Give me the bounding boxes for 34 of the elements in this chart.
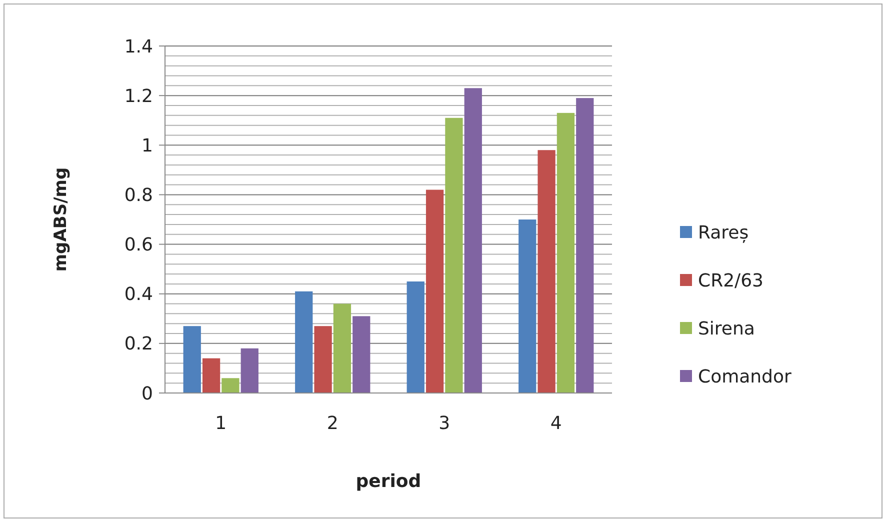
bar	[333, 304, 352, 393]
y-tick-label: 0.4	[124, 284, 153, 306]
bar	[240, 348, 258, 393]
bar	[183, 326, 201, 393]
y-tick-label: 0.2	[124, 334, 153, 355]
bar	[445, 118, 463, 393]
legend-label: Sirena	[698, 318, 755, 340]
legend-label: Comandor	[698, 366, 792, 388]
legend-label: CR2/63	[698, 270, 764, 292]
x-tick-label: 4	[550, 413, 562, 434]
bar	[222, 378, 240, 393]
y-tick-label: 1.4	[124, 36, 153, 58]
bar	[426, 190, 444, 393]
bar	[538, 150, 556, 393]
bar	[576, 98, 594, 393]
y-tick-label: 0	[142, 383, 153, 404]
y-tick-label: 1	[142, 135, 153, 156]
y-axis-title: mgABS/mg	[51, 167, 71, 272]
y-tick-label: 0.6	[124, 234, 153, 256]
bar	[518, 220, 536, 393]
y-tick-label: 0.8	[124, 185, 153, 206]
bar	[406, 281, 424, 393]
bar	[314, 326, 332, 393]
x-axis-title: period	[356, 471, 422, 492]
x-tick-label: 3	[438, 413, 450, 434]
bar	[464, 88, 482, 393]
y-tick-label: 1.2	[124, 86, 153, 107]
x-tick-label: 1	[215, 413, 227, 434]
bar	[352, 316, 370, 393]
bar	[556, 112, 575, 393]
legend-label: Rareș	[698, 222, 749, 244]
bar	[202, 358, 220, 393]
x-tick-label: 2	[326, 413, 338, 434]
bar	[295, 291, 313, 393]
